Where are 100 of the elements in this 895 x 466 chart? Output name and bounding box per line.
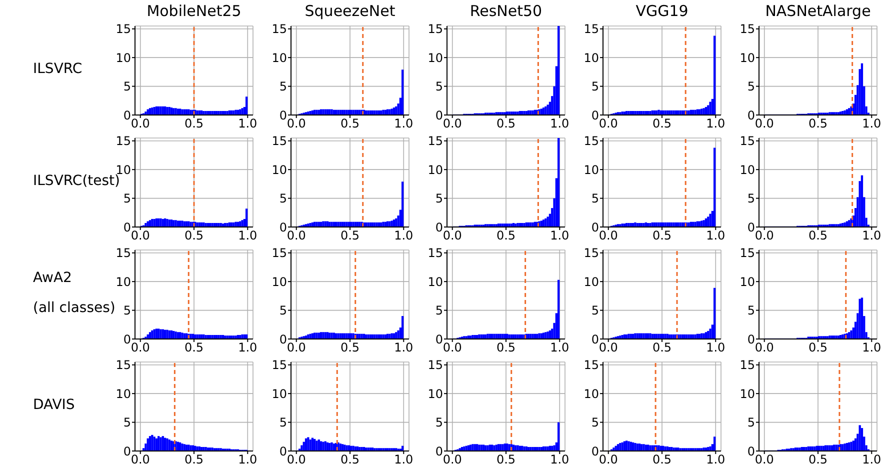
x-tick-label: 0.5 — [808, 116, 828, 131]
y-tick-label: 10 — [428, 274, 443, 289]
y-tick-label: 10 — [740, 274, 755, 289]
y-tick-label: 0 — [279, 220, 287, 234]
y-tick-label: 5 — [435, 304, 443, 318]
x-tick-label: 0.0 — [286, 452, 306, 466]
x-tick-label: 1.0 — [862, 340, 882, 355]
x-tick-label: 1.0 — [394, 228, 414, 243]
x-tick-label: 0.5 — [496, 452, 516, 466]
x-tick-label: 1.0 — [706, 340, 726, 355]
y-tick-label: 15 — [584, 134, 599, 148]
x-tick-label: 1.0 — [394, 452, 414, 466]
x-tick-label: 0.0 — [286, 116, 306, 131]
y-tick-label: 15 — [740, 134, 755, 148]
y-tick-label: 15 — [584, 358, 599, 372]
x-tick-label: 1.0 — [550, 228, 570, 243]
x-tick-label: 1.0 — [394, 340, 414, 355]
y-tick-label: 10 — [584, 274, 599, 289]
x-tick-label: 0.0 — [442, 452, 462, 466]
y-tick-label: 0 — [591, 108, 599, 122]
y-tick-label: 5 — [747, 192, 755, 206]
x-tick-label: 0.0 — [130, 228, 150, 243]
y-tick-label: 0 — [279, 444, 287, 458]
y-tick-label: 5 — [279, 192, 287, 206]
y-tick-label: 15 — [740, 358, 755, 372]
y-tick-label: 15 — [116, 22, 131, 36]
y-tick-label: 10 — [116, 386, 131, 401]
x-tick-label: 1.0 — [862, 116, 882, 131]
y-tick-label: 10 — [272, 50, 287, 65]
x-tick-label: 0.0 — [442, 340, 462, 355]
x-tick-label: 1.0 — [706, 116, 726, 131]
x-tick-label: 1.0 — [394, 116, 414, 131]
chart-title: MobileNet25 — [146, 2, 242, 20]
x-tick-label: 0.0 — [598, 340, 618, 355]
y-tick-label: 10 — [428, 50, 443, 65]
y-tick-label: 0 — [747, 332, 755, 346]
x-tick-label: 0.0 — [286, 340, 306, 355]
y-axis-title: DAVIS — [33, 396, 75, 415]
y-tick-label: 5 — [123, 416, 131, 430]
chart-title: VGG19 — [634, 2, 690, 20]
chart-title: NASNetAlarge — [764, 2, 872, 20]
y-tick-label: 10 — [428, 162, 443, 177]
y-tick-label: 5 — [123, 304, 131, 318]
y-tick-label: 5 — [435, 192, 443, 206]
y-tick-label: 10 — [584, 386, 599, 401]
y-tick-label: 15 — [116, 358, 131, 372]
y-tick-label: 5 — [747, 416, 755, 430]
y-tick-label: 10 — [272, 386, 287, 401]
y-tick-label: 5 — [747, 80, 755, 94]
y-tick-label: 10 — [740, 386, 755, 401]
y-tick-label: 0 — [591, 332, 599, 346]
y-tick-label: 5 — [591, 80, 599, 94]
y-tick-label: 5 — [435, 416, 443, 430]
y-tick-label: 5 — [123, 192, 131, 206]
x-tick-label: 0.0 — [442, 116, 462, 131]
x-tick-label: 0.0 — [130, 340, 150, 355]
y-tick-label: 15 — [428, 358, 443, 372]
x-tick-label: 0.5 — [340, 340, 360, 355]
y-tick-label: 0 — [435, 332, 443, 346]
x-tick-label: 0.0 — [754, 228, 774, 243]
x-tick-label: 0.5 — [496, 228, 516, 243]
y-tick-label: 0 — [123, 332, 131, 346]
y-tick-label: 5 — [435, 80, 443, 94]
y-tick-label: 15 — [272, 246, 287, 260]
y-tick-label: 0 — [591, 220, 599, 234]
y-tick-label: 15 — [272, 22, 287, 36]
chart-title: ResNet50 — [468, 2, 544, 20]
y-tick-label: 0 — [747, 108, 755, 122]
y-tick-label: 0 — [435, 444, 443, 458]
x-tick-label: 0.0 — [130, 452, 150, 466]
x-tick-label: 1.0 — [550, 340, 570, 355]
x-tick-label: 0.0 — [754, 340, 774, 355]
y-tick-label: 0 — [747, 220, 755, 234]
x-tick-label: 1.0 — [238, 116, 258, 131]
y-tick-label: 0 — [591, 444, 599, 458]
x-tick-label: 0.5 — [808, 452, 828, 466]
y-tick-label: 15 — [740, 246, 755, 260]
y-tick-label: 15 — [116, 134, 131, 148]
x-tick-label: 0.0 — [598, 228, 618, 243]
y-tick-label: 5 — [123, 80, 131, 94]
x-tick-label: 0.5 — [340, 228, 360, 243]
x-tick-label: 0.5 — [652, 340, 672, 355]
y-tick-label: 15 — [272, 358, 287, 372]
x-tick-label: 0.0 — [286, 228, 306, 243]
y-tick-label: 0 — [279, 332, 287, 346]
x-tick-label: 1.0 — [550, 452, 570, 466]
y-tick-label: 10 — [584, 50, 599, 65]
x-tick-label: 1.0 — [238, 340, 258, 355]
y-tick-label: 5 — [279, 416, 287, 430]
x-tick-label: 0.5 — [340, 452, 360, 466]
x-tick-label: 0.5 — [184, 116, 204, 131]
x-tick-label: 1.0 — [550, 116, 570, 131]
y-tick-label: 10 — [740, 162, 755, 177]
y-tick-label: 15 — [428, 246, 443, 260]
y-tick-label: 0 — [123, 108, 131, 122]
x-tick-label: 0.5 — [340, 116, 360, 131]
y-tick-label: 5 — [591, 416, 599, 430]
x-tick-label: 0.5 — [184, 452, 204, 466]
chart-title: SqueezeNet — [304, 2, 396, 20]
x-tick-label: 0.5 — [496, 340, 516, 355]
